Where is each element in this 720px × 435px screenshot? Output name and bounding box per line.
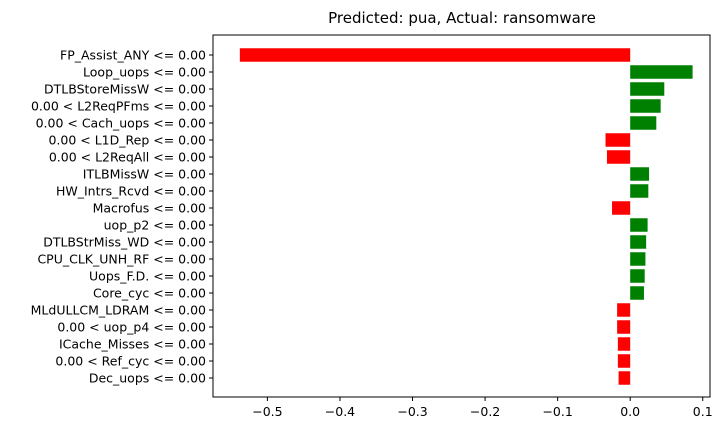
x-tick-label-0: −0.5 [252, 404, 282, 419]
y-tick-label-8: HW_Intrs_Rcvd <= 0.00 [56, 184, 206, 199]
y-tick-label-17: ICache_Misses <= 0.00 [59, 337, 206, 352]
y-tick-label-5: 0.00 < L1D_Rep <= 0.00 [48, 133, 206, 148]
y-tick-label-14: Core_cyc <= 0.00 [93, 286, 206, 301]
bar-17 [617, 337, 631, 351]
y-tick-label-9: Macrofus <= 0.00 [93, 201, 206, 216]
bar-14 [630, 286, 644, 300]
y-tick-label-10: uop_p2 <= 0.00 [104, 218, 206, 233]
bar-8 [630, 184, 649, 198]
bar-4 [630, 116, 657, 130]
x-axis: −0.5 −0.4 −0.3 −0.2 −0.1 0.0 0.1 [252, 397, 713, 419]
y-tick-label-6: 0.00 < L2ReqAll <= 0.00 [49, 150, 206, 165]
bar-5 [605, 133, 631, 147]
bar-13 [630, 269, 645, 283]
y-tick-label-3: 0.00 < L2ReqPFms <= 0.00 [31, 99, 206, 114]
bar-15 [617, 303, 631, 317]
bar-0 [239, 48, 631, 62]
y-tick-label-18: 0.00 < Ref_cyc <= 0.00 [55, 354, 206, 369]
y-tick-label-15: MLdULLCM_LDRAM <= 0.00 [31, 303, 206, 318]
bar-2 [630, 82, 665, 96]
y-tick-label-7: ITLBMissW <= 0.00 [83, 167, 206, 182]
x-tick-label-6: 0.1 [693, 404, 713, 419]
bar-19 [618, 371, 631, 385]
bar-7 [630, 167, 650, 181]
bar-12 [630, 252, 646, 266]
bar-18 [617, 354, 631, 368]
chart-title: Predicted: pua, Actual: ransomware [328, 9, 596, 27]
y-tick-label-16: 0.00 < uop_p4 <= 0.00 [57, 320, 206, 335]
y-tick-label-11: DTLBStrMiss_WD <= 0.00 [43, 235, 206, 250]
y-tick-label-4: 0.00 < Cach_uops <= 0.00 [36, 116, 206, 131]
bar-3 [630, 99, 661, 113]
y-tick-label-13: Uops_F.D. <= 0.00 [89, 269, 206, 284]
x-tick-label-2: −0.3 [397, 404, 427, 419]
bar-10 [630, 218, 648, 232]
bar-11 [630, 235, 647, 249]
y-tick-label-12: CPU_CLK_UNH_RF <= 0.00 [37, 252, 206, 267]
y-tick-labels: FP_Assist_ANY <= 0.00 Loop_uops <= 0.00 DT… [31, 48, 213, 386]
x-tick-label-3: −0.2 [470, 404, 500, 419]
y-tick-label-0: FP_Assist_ANY <= 0.00 [60, 48, 206, 63]
x-tick-label-1: −0.4 [325, 404, 355, 419]
bar-9 [612, 201, 631, 215]
y-tick-label-1: Loop_uops <= 0.00 [83, 65, 206, 80]
bar-16 [617, 320, 631, 334]
x-tick-label-5: 0.0 [620, 404, 640, 419]
bars-layer [239, 48, 693, 385]
bar-6 [606, 150, 631, 164]
y-tick-label-2: DTLBStoreMissW <= 0.00 [44, 82, 206, 97]
plot-frame [212, 34, 711, 398]
x-tick-label-4: −0.1 [542, 404, 572, 419]
bar-1 [630, 65, 693, 79]
y-tick-label-19: Dec_uops <= 0.00 [89, 371, 206, 386]
